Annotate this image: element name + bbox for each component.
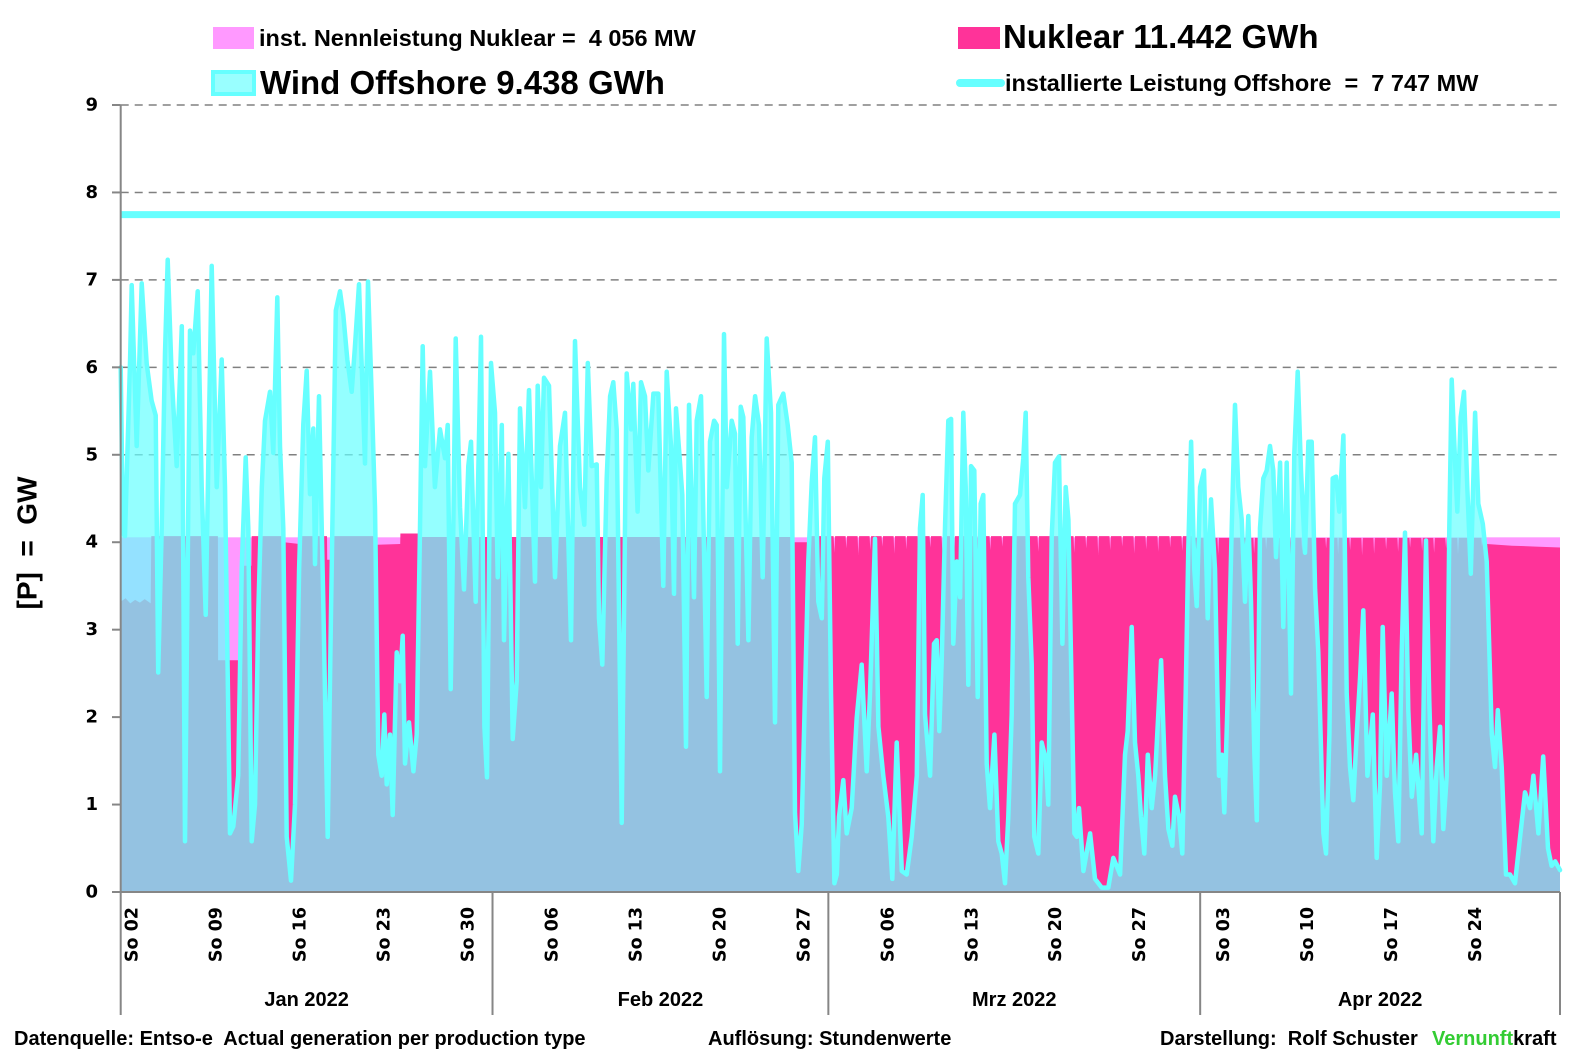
y-tick-label: 3 <box>85 619 98 640</box>
x-tick-label: So 03 <box>1214 907 1234 962</box>
x-tick-label: So 10 <box>1298 907 1318 962</box>
y-axis: 0 1 2 3 4 5 6 7 8 9 <box>85 95 122 1015</box>
y-tick-label: 4 <box>85 532 98 553</box>
brand-green-part: Vernunft <box>1432 1028 1514 1050</box>
wind-offshore-line <box>118 257 1563 890</box>
y-tick-label: 9 <box>85 95 98 116</box>
y-axis-title: [P] = GW <box>12 476 43 610</box>
x-tick-label: So 30 <box>459 907 479 962</box>
x-tick-label: So 16 <box>291 907 311 962</box>
legend-nuclear-capacity-swatch <box>213 27 254 49</box>
data-source-note: Datenquelle: Entso-e Actual generation p… <box>14 1028 586 1050</box>
legend-nuclear-label: Nuklear 11.442 GWh <box>1003 18 1319 55</box>
y-tick-label: 8 <box>85 182 98 203</box>
y-tick-label: 0 <box>85 882 98 903</box>
y-tick-label: 2 <box>85 707 98 728</box>
x-tick-label: So 13 <box>962 907 982 962</box>
x-tick-label: So 27 <box>1130 907 1150 962</box>
month-label: Jan 2022 <box>264 989 349 1011</box>
y-tick-label: 6 <box>85 357 98 378</box>
author-note: Darstellung: Rolf Schuster <box>1160 1028 1418 1050</box>
y-tick-label: 1 <box>85 794 98 815</box>
month-label: Mrz 2022 <box>972 989 1057 1011</box>
x-tick-label: So 23 <box>375 907 395 962</box>
legend-nuclear-capacity-label: inst. Nennleistung Nuklear = 4 056 MW <box>259 25 696 51</box>
x-tick-label: So 20 <box>1046 907 1066 962</box>
x-tick-label: So 20 <box>710 907 730 962</box>
x-tick-label: So 24 <box>1466 907 1486 962</box>
y-tick-label: 7 <box>85 269 98 290</box>
resolution-note: Auflösung: Stundenwerte <box>708 1028 952 1050</box>
month-label: Apr 2022 <box>1338 989 1423 1011</box>
x-tick-label: So 17 <box>1382 907 1402 962</box>
x-tick-label: So 02 <box>123 907 143 962</box>
month-label: Feb 2022 <box>618 989 704 1011</box>
x-tick-label: So 09 <box>207 907 227 962</box>
x-tick-label: So 13 <box>626 907 646 962</box>
legend-wind-label: Wind Offshore 9.438 GWh <box>260 64 665 101</box>
y-tick-label: 5 <box>85 444 98 465</box>
legend-nuclear-swatch <box>958 27 1000 49</box>
brand-black-part: kraft <box>1513 1028 1557 1050</box>
x-axis: Jan 2022 Feb 2022 Mrz 2022 Apr 2022 So 02 So … <box>112 891 1561 1015</box>
x-tick-label: So 06 <box>543 907 563 962</box>
legend-wind-swatch <box>211 70 256 96</box>
brand-logo-text: Vernunftkraft <box>1432 1027 1556 1051</box>
x-tick-label: So 06 <box>878 907 898 962</box>
x-tick-label: So 27 <box>794 907 814 962</box>
legend-offshore-capacity-line-swatch <box>956 79 1005 87</box>
legend-offshore-capacity-label: installierte Leistung Offshore = 7 747 M… <box>1005 70 1479 96</box>
